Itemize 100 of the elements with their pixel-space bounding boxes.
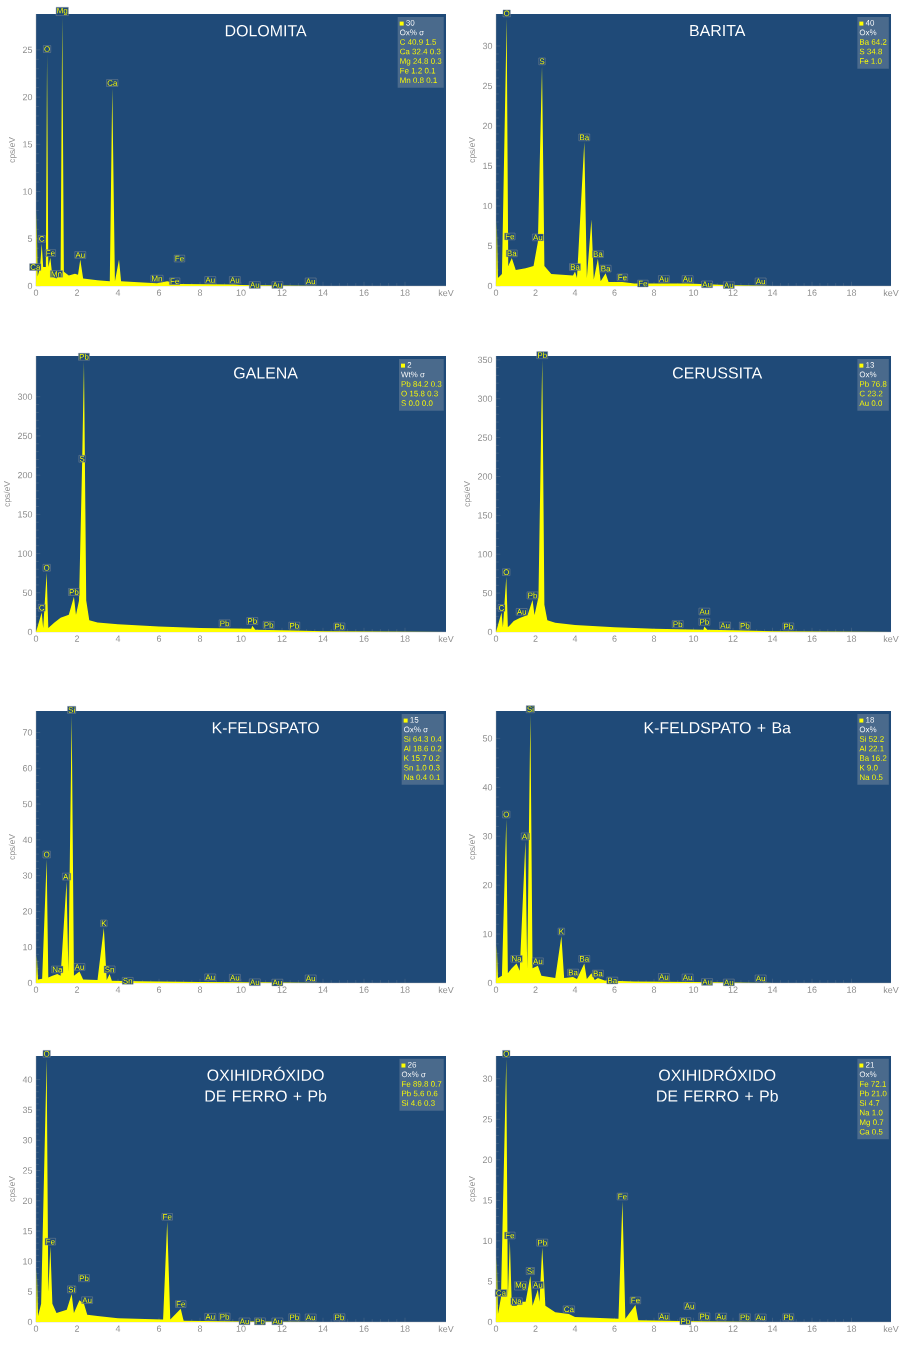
- y-tick-label: 40: [22, 1076, 33, 1083]
- x-tick-label: 14: [768, 289, 778, 296]
- x-tick-label: 8: [651, 1325, 657, 1332]
- y-tick-label: 25: [482, 1116, 493, 1123]
- x-tick-label: 0: [33, 986, 39, 993]
- x-tick-label: 2: [74, 635, 79, 642]
- y-tick-label: 5: [27, 1288, 33, 1295]
- x-tick-label: 10: [689, 1325, 699, 1332]
- y-tick-label: 50: [22, 800, 33, 808]
- y-tick-label: 20: [482, 122, 493, 130]
- x-tick-label: 18: [400, 1325, 410, 1332]
- x-tick-label: 2: [74, 289, 79, 296]
- x-tick-label: 0: [493, 1325, 499, 1332]
- x-tick-label: 6: [156, 635, 162, 642]
- y-tick-label: 0: [487, 1318, 493, 1326]
- x-tick-label: 16: [807, 289, 817, 296]
- x-tick-label: 6: [156, 986, 162, 993]
- x-tick-label: 8: [651, 986, 657, 993]
- y-tick-label: 30: [22, 872, 33, 879]
- y-tick-label: 50: [22, 589, 33, 596]
- y-axis-title: cps/eV: [8, 1176, 17, 1202]
- x-tick-label: 4: [572, 1325, 578, 1332]
- y-tick-label: 0: [27, 282, 33, 290]
- y-tick-label: 10: [483, 202, 493, 210]
- y-tick-label: 20: [22, 93, 33, 101]
- x-tick-label: 0: [493, 986, 499, 993]
- y-tick-label: 300: [17, 393, 33, 400]
- text: DOLOMITA: [225, 25, 307, 37]
- y-tick-label: 20: [22, 908, 33, 915]
- x-tick-label: 14: [768, 635, 778, 642]
- y-tick-label: 100: [478, 551, 493, 558]
- y-tick-label: 300: [477, 395, 493, 402]
- x-tick-label: 8: [197, 1325, 203, 1332]
- x-tick-label: 0: [493, 289, 499, 296]
- x-axis-title: keV: [883, 986, 899, 994]
- y-tick-label: 5: [487, 1278, 493, 1285]
- y-tick-label: 150: [18, 511, 33, 518]
- y-axis-title: cps/eV: [3, 481, 12, 507]
- y-tick-label: 30: [482, 42, 493, 50]
- x-tick-label: 6: [612, 1325, 617, 1332]
- x-axis-title: keV: [438, 1325, 454, 1333]
- x-tick-label: 8: [651, 635, 657, 642]
- x-tick-label: 18: [847, 289, 857, 296]
- y-tick-label: 250: [477, 434, 493, 441]
- x-tick-label: 10: [689, 635, 699, 642]
- x-tick-label: 8: [197, 986, 203, 993]
- y-tick-label: 10: [23, 188, 33, 195]
- x-tick-label: 14: [768, 986, 778, 993]
- x-tick-label: 16: [359, 986, 369, 993]
- y-tick-label: 10: [483, 1237, 493, 1245]
- x-tick-label: 6: [612, 986, 617, 993]
- y-tick-label: 100: [18, 550, 33, 557]
- y-tick-label: 50: [482, 735, 493, 742]
- x-tick-label: 8: [197, 289, 203, 296]
- x-tick-label: 2: [533, 1325, 538, 1332]
- y-tick-label: 25: [482, 82, 493, 90]
- x-tick-label: 14: [318, 635, 328, 642]
- y-axis-title: cps/eV: [468, 137, 477, 163]
- y-tick-label: 40: [482, 784, 493, 791]
- x-tick-label: 12: [728, 986, 738, 993]
- x-tick-label: 8: [651, 289, 657, 296]
- text: GALENA: [234, 367, 298, 379]
- x-tick-label: 4: [572, 289, 578, 296]
- y-tick-label: 0: [27, 1318, 33, 1326]
- y-tick-label: 70: [22, 729, 33, 736]
- x-tick-label: 16: [359, 1325, 369, 1332]
- text: BARITA: [690, 25, 746, 37]
- x-tick-label: 18: [400, 635, 410, 642]
- x-tick-label: 16: [807, 635, 817, 642]
- x-tick-label: 18: [847, 635, 857, 642]
- x-axis-title: keV: [883, 635, 899, 643]
- x-tick-label: 16: [359, 289, 369, 296]
- x-tick-label: 4: [115, 289, 121, 296]
- y-tick-label: 0: [487, 628, 493, 636]
- y-tick-label: 20: [482, 881, 493, 889]
- y-tick-label: 350: [477, 356, 493, 364]
- y-tick-label: 25: [22, 46, 33, 54]
- text: CERUSSITA: [672, 367, 763, 379]
- y-tick-label: 0: [27, 979, 33, 987]
- x-tick-label: 4: [115, 986, 121, 993]
- x-axis-title: keV: [438, 289, 454, 297]
- x-tick-label: 14: [318, 1325, 328, 1332]
- text: K-FELDSPATO + Ba: [644, 722, 791, 734]
- y-tick-label: 250: [17, 432, 33, 440]
- x-tick-label: 10: [236, 986, 246, 993]
- y-tick-label: 60: [22, 765, 33, 772]
- x-tick-label: 10: [689, 986, 699, 993]
- x-tick-label: 16: [807, 986, 817, 993]
- x-tick-label: 14: [318, 986, 328, 993]
- y-tick-label: 40: [22, 836, 33, 843]
- y-tick-label: 200: [477, 473, 493, 480]
- x-tick-label: 2: [533, 635, 538, 642]
- x-tick-label: 4: [572, 635, 578, 642]
- x-tick-label: 4: [115, 635, 121, 642]
- x-tick-label: 12: [277, 986, 287, 993]
- x-tick-label: 14: [318, 289, 328, 296]
- x-tick-label: 0: [33, 289, 39, 296]
- x-tick-label: 12: [728, 635, 738, 642]
- y-tick-label: 10: [23, 944, 33, 951]
- y-tick-label: 0: [487, 979, 493, 987]
